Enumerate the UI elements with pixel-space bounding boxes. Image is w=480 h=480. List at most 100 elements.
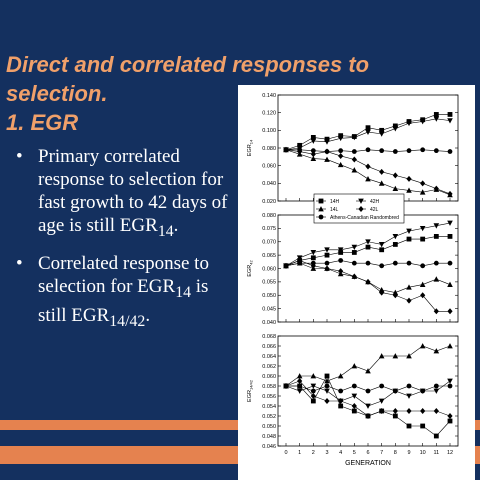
- data-point: [338, 152, 344, 159]
- data-point: [324, 378, 330, 384]
- data-point: [324, 252, 330, 258]
- data-point: [447, 281, 453, 287]
- data-point: [351, 363, 358, 369]
- data-point: [433, 148, 439, 154]
- y-axis-label: EGR42: [247, 260, 254, 277]
- x-axis-label: GENERATION: [345, 460, 391, 467]
- y-tick-label: 0.066: [262, 344, 276, 350]
- data-point: [447, 190, 453, 197]
- data-point: [310, 255, 316, 261]
- legend-marker: [358, 206, 364, 212]
- data-point: [433, 223, 440, 229]
- data-point: [392, 185, 399, 192]
- data-point: [310, 388, 316, 394]
- y-tick-label: 0.100: [262, 128, 276, 134]
- data-point: [392, 172, 398, 179]
- data-point: [351, 403, 357, 409]
- y-tick-label: 0.080: [262, 146, 276, 152]
- y-tick-label: 0.040: [262, 181, 276, 187]
- bullet-1-tail: .: [173, 215, 179, 236]
- y-tick-label: 0.064: [262, 354, 276, 360]
- data-point: [379, 148, 385, 154]
- data-point: [419, 225, 426, 232]
- legend-label: 14L: [330, 207, 339, 213]
- data-point: [337, 135, 344, 142]
- data-point: [378, 242, 385, 248]
- bullet-1-text: Primary correlated response to selection…: [38, 146, 228, 236]
- y-tick-label: 0.120: [262, 110, 276, 116]
- data-point: [365, 413, 371, 419]
- data-point: [433, 260, 439, 266]
- bullet-2-subscript-2: 14/42: [109, 312, 146, 330]
- data-point: [310, 138, 317, 144]
- data-point: [379, 383, 385, 389]
- data-point: [310, 383, 317, 389]
- data-point: [351, 383, 357, 389]
- data-point: [447, 413, 453, 419]
- data-point: [406, 260, 412, 266]
- data-point: [338, 388, 344, 394]
- data-point: [379, 247, 385, 253]
- bullet-item-2: • Correlated response to selection for E…: [14, 252, 239, 333]
- title-line-2: 1. EGR: [6, 110, 79, 135]
- legend-label: 42H: [370, 199, 380, 205]
- data-point: [351, 244, 358, 250]
- legend-label: 42L: [370, 207, 379, 213]
- y-tick-label: 0.040: [262, 320, 276, 326]
- data-point: [310, 148, 316, 154]
- y-tick-label: 0.140: [262, 93, 276, 99]
- data-point: [392, 353, 399, 359]
- data-point: [351, 149, 357, 154]
- legend-marker: [318, 198, 324, 204]
- y-tick-label: 0.070: [262, 240, 276, 246]
- bullet-1-subscript: 14: [157, 222, 174, 240]
- egr-chart: 0.140 0.120 0.100 0.080 0.060 0.040 0.020 EGR14…: [238, 85, 475, 480]
- data-point: [365, 129, 371, 135]
- data-point: [365, 163, 371, 170]
- data-point: [310, 398, 316, 404]
- series-line: [285, 149, 451, 195]
- data-point: [447, 378, 453, 384]
- data-point: [379, 168, 385, 175]
- data-point: [392, 126, 399, 132]
- legend-marker: [318, 214, 324, 220]
- data-point: [433, 383, 439, 389]
- data-point: [324, 265, 330, 272]
- data-point: [447, 418, 453, 424]
- data-point: [379, 263, 385, 269]
- bullet-2-subscript: 14: [175, 283, 192, 301]
- y-tick-label: 0.060: [262, 266, 276, 272]
- data-point: [297, 142, 303, 148]
- x-tick-label: 7: [380, 450, 383, 456]
- data-point: [420, 236, 426, 242]
- y-tick-label: 0.050: [262, 293, 276, 299]
- y-tick-label: 0.056: [262, 394, 276, 400]
- data-point: [297, 383, 303, 389]
- data-point: [420, 263, 426, 269]
- data-point: [379, 289, 385, 296]
- data-point: [392, 234, 399, 240]
- data-point: [365, 260, 371, 266]
- data-point: [337, 373, 344, 379]
- x-tick-label: 4: [339, 450, 342, 456]
- data-point: [433, 276, 440, 282]
- data-point: [406, 408, 412, 414]
- data-point: [447, 149, 453, 154]
- data-point: [365, 403, 371, 409]
- x-tick-label: 12: [447, 450, 453, 456]
- data-point: [365, 176, 371, 182]
- data-point: [378, 353, 385, 359]
- data-point: [379, 127, 385, 133]
- y-tick-label: 0.048: [262, 434, 276, 440]
- data-point: [447, 383, 453, 389]
- data-point: [420, 147, 426, 153]
- data-point: [296, 388, 303, 394]
- x-tick-label: 6: [366, 450, 369, 456]
- data-point: [296, 373, 303, 379]
- data-point: [433, 116, 440, 122]
- data-point: [419, 343, 426, 349]
- data-point: [447, 112, 453, 117]
- data-point: [378, 131, 385, 137]
- data-point: [447, 308, 453, 315]
